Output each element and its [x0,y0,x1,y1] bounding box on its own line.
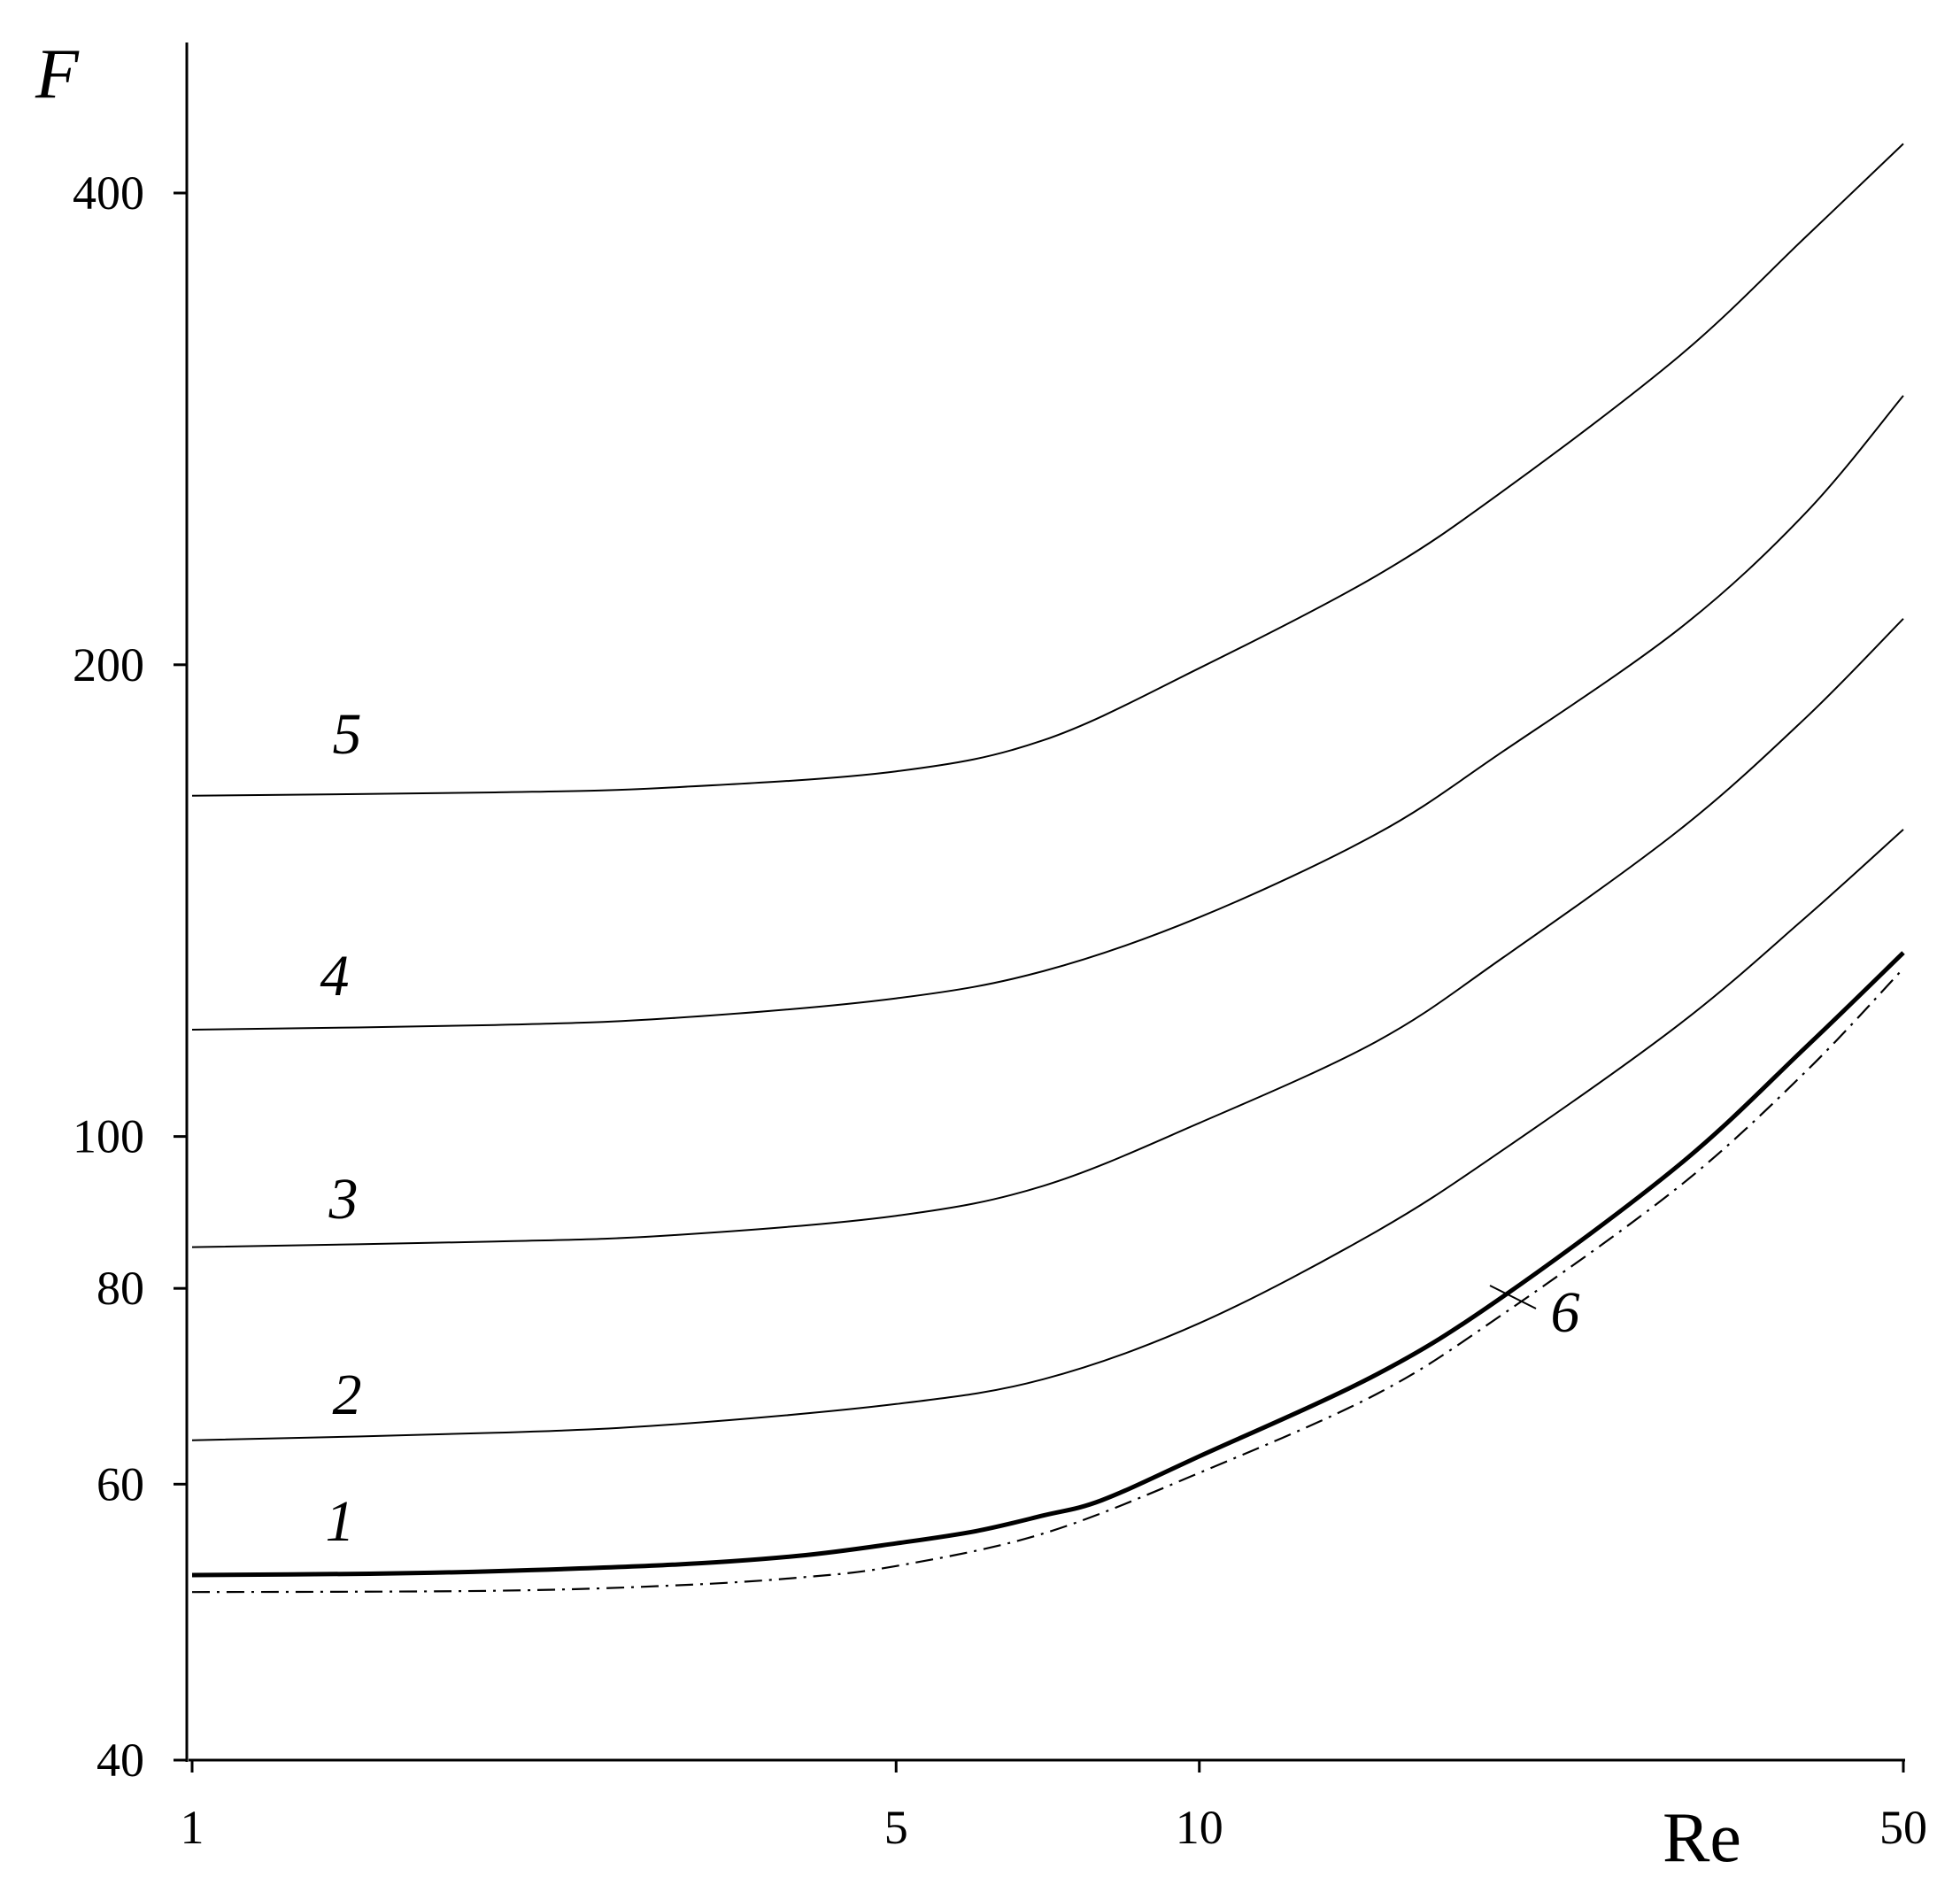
y-tick-label: 60 [96,1457,144,1510]
y-tick-label: 200 [73,638,144,691]
x-tick-label: 5 [884,1801,908,1854]
y-axis-title: F [35,35,80,113]
x-axis-title: Re [1663,1799,1741,1877]
curve-label-1: 1 [326,1489,355,1554]
curve-label-2: 2 [333,1363,362,1427]
x-tick-label: 10 [1176,1801,1223,1854]
curve-label-4: 4 [320,944,350,1008]
x-tick-label: 1 [181,1801,204,1854]
curve-label-5: 5 [333,702,362,767]
curve-label-6: 6 [1551,1280,1580,1345]
x-tick-label: 50 [1879,1801,1927,1854]
series-line-2 [191,829,1904,1441]
series-line-1 [191,951,1905,1578]
series-line-6 [191,968,1904,1594]
curve-label-3: 3 [328,1167,359,1232]
y-tick-label: 400 [73,166,144,220]
y-tick-label: 40 [96,1734,144,1787]
plot-area: 1 5 10 50 40 60 80 100 200 400 F Re 1 2 3 4 5 6 [35,35,1927,1877]
series-line-4 [191,395,1904,1031]
curve-6-leader-line [1489,1285,1537,1309]
series-line-5 [191,143,1904,797]
y-tick-label: 80 [96,1262,144,1315]
series-line-3 [191,618,1904,1248]
y-tick-label: 100 [73,1110,144,1163]
